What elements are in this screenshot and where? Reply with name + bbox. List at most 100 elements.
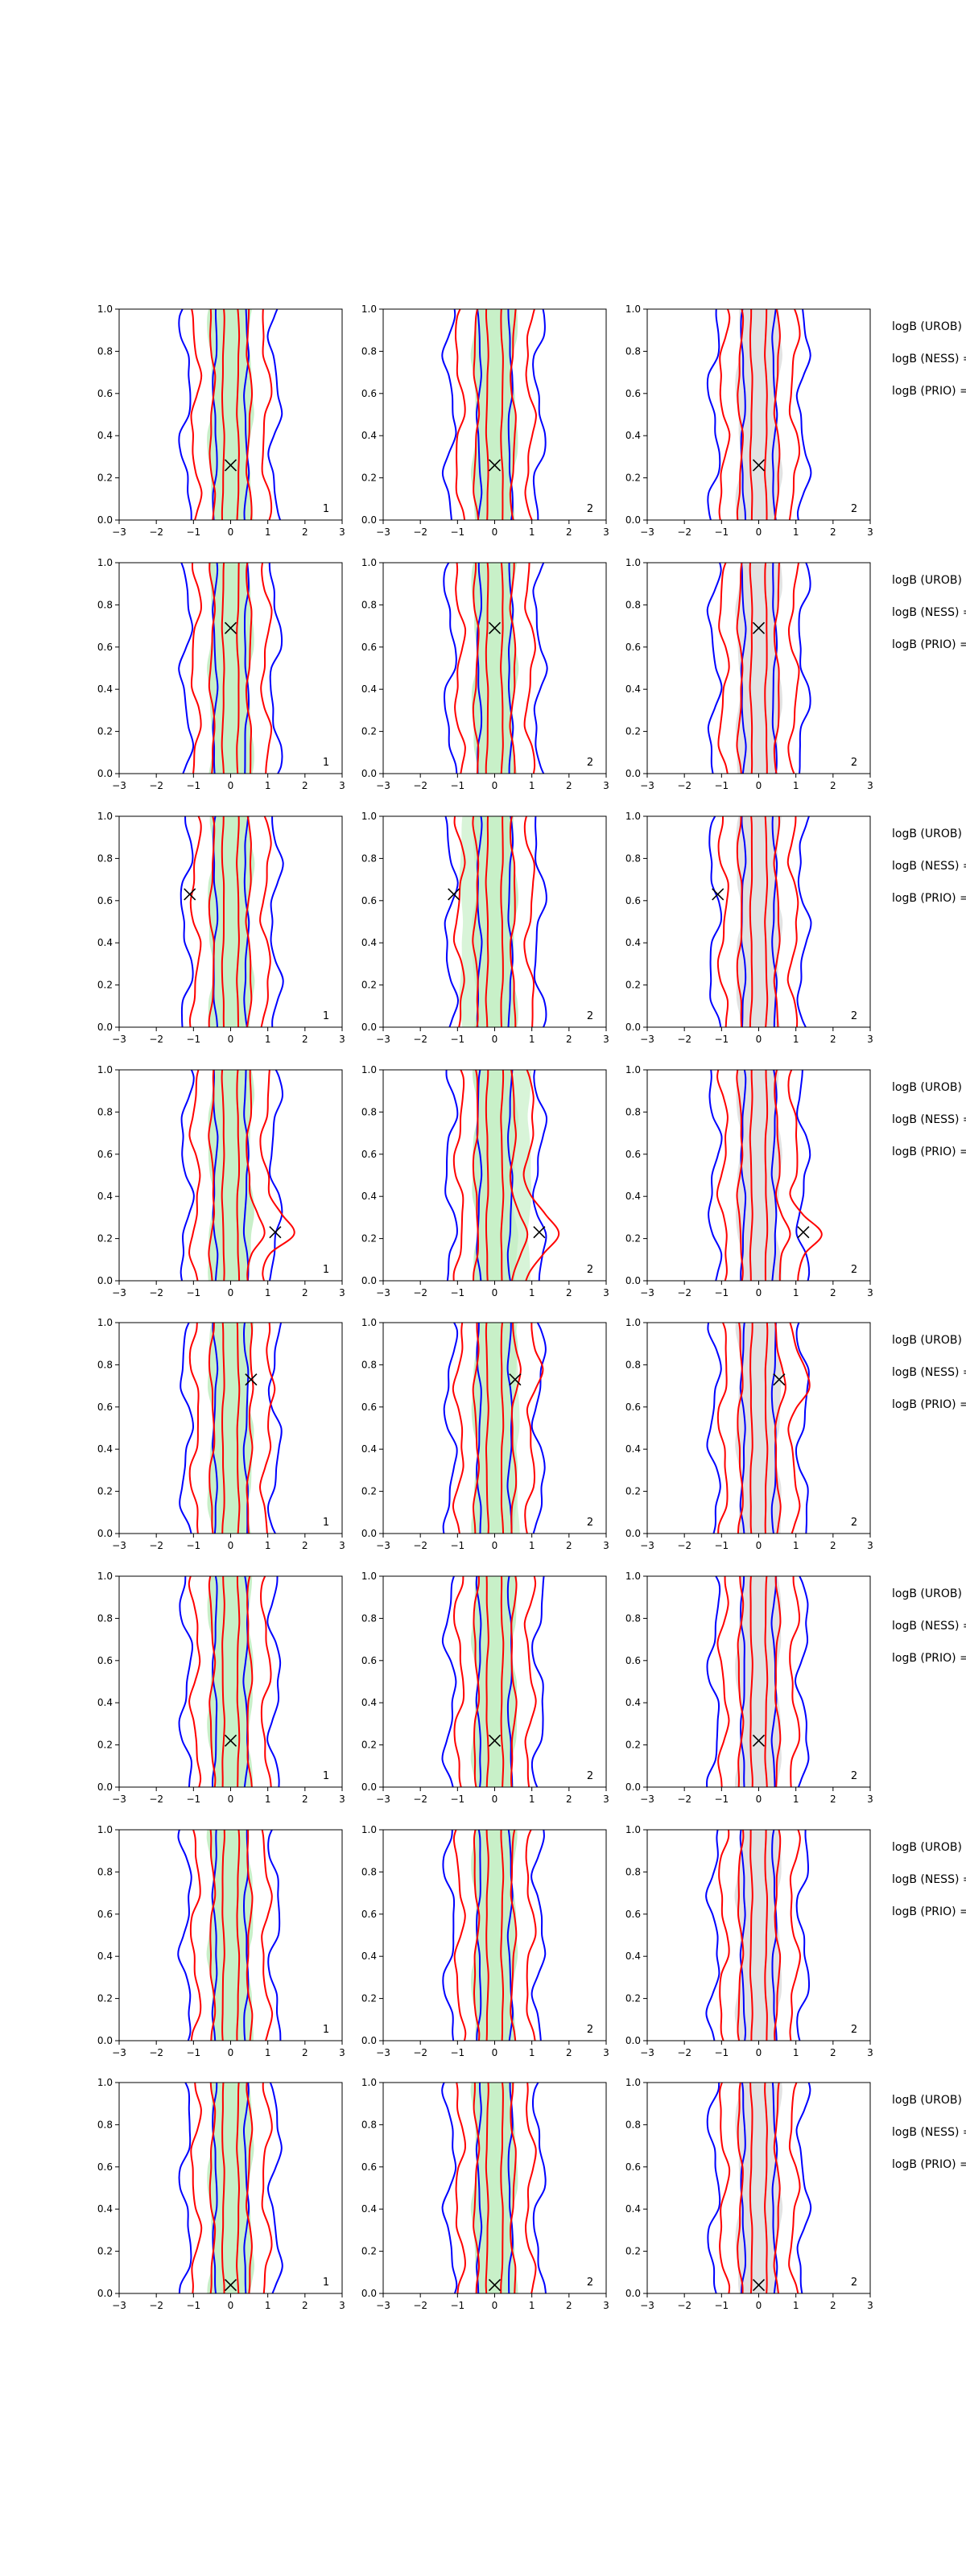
y-tick-label: 0.8 [97, 1106, 113, 1117]
blue-contour-outer [180, 816, 284, 1027]
y-tick-label: 0.0 [97, 514, 113, 526]
blue-contour-inner [212, 1323, 250, 1534]
legend-line: logB (NESS) = [892, 1620, 966, 1633]
y-tick-label: 0.4 [625, 430, 641, 441]
y-tick-label: 1.0 [625, 557, 641, 568]
x-tick-label: −3 [640, 1287, 654, 1298]
y-tick-label: 0.8 [97, 852, 113, 864]
y-tick-label: 0.0 [97, 2035, 113, 2046]
x-tick-label: −3 [640, 526, 654, 538]
y-tick-label: 0.4 [97, 1951, 113, 1962]
y-tick-label: 0.0 [97, 1781, 113, 1793]
true-value-marker [224, 1734, 237, 1747]
density-fill-inner [746, 1576, 771, 1787]
panel-annotation: 2 [851, 503, 857, 515]
y-tick-label: 0.6 [625, 895, 641, 906]
blue-contour-outer [442, 1830, 547, 2041]
y-tick-label: 0.8 [97, 1359, 113, 1370]
x-tick-label: −2 [413, 2047, 427, 2058]
x-tick-label: 3 [339, 1540, 345, 1551]
y-tick-label: 1.0 [625, 1064, 641, 1075]
blue-contour-outer [706, 2083, 812, 2293]
red-contour-outer [452, 1830, 537, 2041]
x-tick-label: −1 [186, 526, 200, 538]
blue-contour-outer [442, 1323, 547, 1534]
x-tick-label: −1 [450, 1034, 464, 1045]
density-fill-inner [746, 1323, 771, 1534]
panel-r8-c2: −3 −2 −1 0 1 2 30.00.20.40.60.81.02 [361, 2077, 609, 2311]
red-contour-inner [485, 1576, 505, 1787]
panel-annotation: 2 [587, 1010, 593, 1022]
x-tick-label: 1 [265, 1034, 271, 1045]
y-tick-label: 0.2 [97, 726, 113, 737]
panel-r8-c1: −3 −2 −1 0 1 2 3 0.0 0.2 0.4 0.6 0.8 1.0 1 [97, 2077, 345, 2311]
blue-contour-outer [708, 816, 812, 1027]
x-tick-label: 1 [529, 526, 535, 538]
blue-contour-inner [212, 563, 250, 774]
y-tick-label: 0.2 [361, 1993, 377, 2004]
x-tick-label: 2 [566, 1287, 572, 1298]
y-tick-label: 0.8 [625, 1359, 641, 1370]
x-tick-label: −3 [112, 2300, 126, 2311]
y-tick-label: 0.0 [625, 1781, 641, 1793]
blue-contour-inner [475, 2083, 514, 2293]
legend-line: logB (PRIO) = [892, 1652, 966, 1665]
y-tick-label: 0.6 [361, 1655, 377, 1666]
x-tick-label: −3 [376, 1540, 390, 1551]
panel-r4-c3: −3 −2 −1 0 1 2 30.00.20.40.60.81.02 [625, 1064, 873, 1298]
panel-r5-c2: −3 −2 −1 0 1 2 30.00.20.40.60.81.02 [361, 1317, 609, 1551]
red-contour-outer [718, 309, 801, 520]
red-contour-inner [749, 563, 768, 774]
blue-contour-inner [740, 563, 778, 774]
panel-r6-c2: −3 −2 −1 0 1 2 3 0.0 0.2 0.4 0.6 0.8 1.0 2 [361, 1571, 609, 1805]
x-tick-label: 0 [756, 1794, 762, 1805]
panel-r3-c1: −3 −2 −1 0 1 2 3 0.0 0.2 0.4 0.6 0.8 1.0 1 [97, 811, 345, 1045]
blue-contour-inner [476, 563, 514, 774]
x-tick-label: −3 [640, 1034, 654, 1045]
red-contour-mid [736, 309, 781, 520]
y-tick-label: 0.6 [97, 2161, 113, 2173]
panel-annotation: 2 [851, 1517, 857, 1529]
red-contour-inner [749, 1323, 769, 1534]
x-tick-label: −2 [413, 2300, 427, 2311]
y-tick-label: 0.2 [361, 980, 377, 991]
y-tick-label: 0.6 [97, 895, 113, 906]
x-tick-label: 3 [867, 1287, 873, 1298]
panel-annotation: 2 [587, 2277, 593, 2289]
y-tick-label: 1.0 [625, 1317, 641, 1328]
y-tick-label: 1.0 [97, 2077, 113, 2088]
y-tick-label: 0.8 [97, 1866, 113, 1877]
red-contour-outer [718, 1830, 801, 2041]
y-tick-label: 0.4 [625, 683, 641, 695]
x-tick-label: 2 [302, 2047, 308, 2058]
red-contour-mid [208, 1576, 254, 1787]
blue-contour-outer [706, 309, 812, 520]
legend-line: logB (NESS) = [892, 606, 966, 619]
red-contour-mid [737, 1830, 782, 2041]
panel-annotation: 2 [851, 1770, 857, 1782]
x-tick-label: 3 [867, 780, 873, 791]
y-tick-label: 0.0 [361, 768, 377, 779]
true-value-marker [509, 1373, 522, 1386]
y-tick-label: 0.6 [97, 1149, 113, 1160]
blue-contour-outer [177, 1830, 282, 2041]
x-tick-label: −3 [376, 2300, 390, 2311]
red-contour-inner [485, 309, 504, 520]
y-tick-label: 1.0 [97, 557, 113, 568]
y-tick-label: 1.0 [625, 1571, 641, 1582]
blue-contour-inner [740, 2083, 778, 2293]
y-tick-label: 0.4 [97, 2203, 113, 2215]
x-tick-label: 3 [867, 1034, 873, 1045]
x-tick-label: 3 [867, 2300, 873, 2311]
y-tick-label: 0.0 [625, 514, 641, 526]
y-tick-label: 1.0 [97, 1571, 113, 1582]
panel-r2-c2: −3 −2 −1 0 1 2 30.00.20.40.60.81.02 [361, 557, 609, 791]
legend-line: logB (PRIO) = [892, 1398, 966, 1411]
red-contour-mid [472, 1323, 522, 1534]
blue-contour-outer [441, 2083, 547, 2293]
y-tick-label: 0.6 [97, 1655, 113, 1666]
x-tick-label: 2 [302, 1794, 308, 1805]
blue-contour-outer [178, 563, 283, 774]
red-contour-inner [485, 1070, 505, 1281]
y-tick-label: 0.2 [97, 2246, 113, 2257]
